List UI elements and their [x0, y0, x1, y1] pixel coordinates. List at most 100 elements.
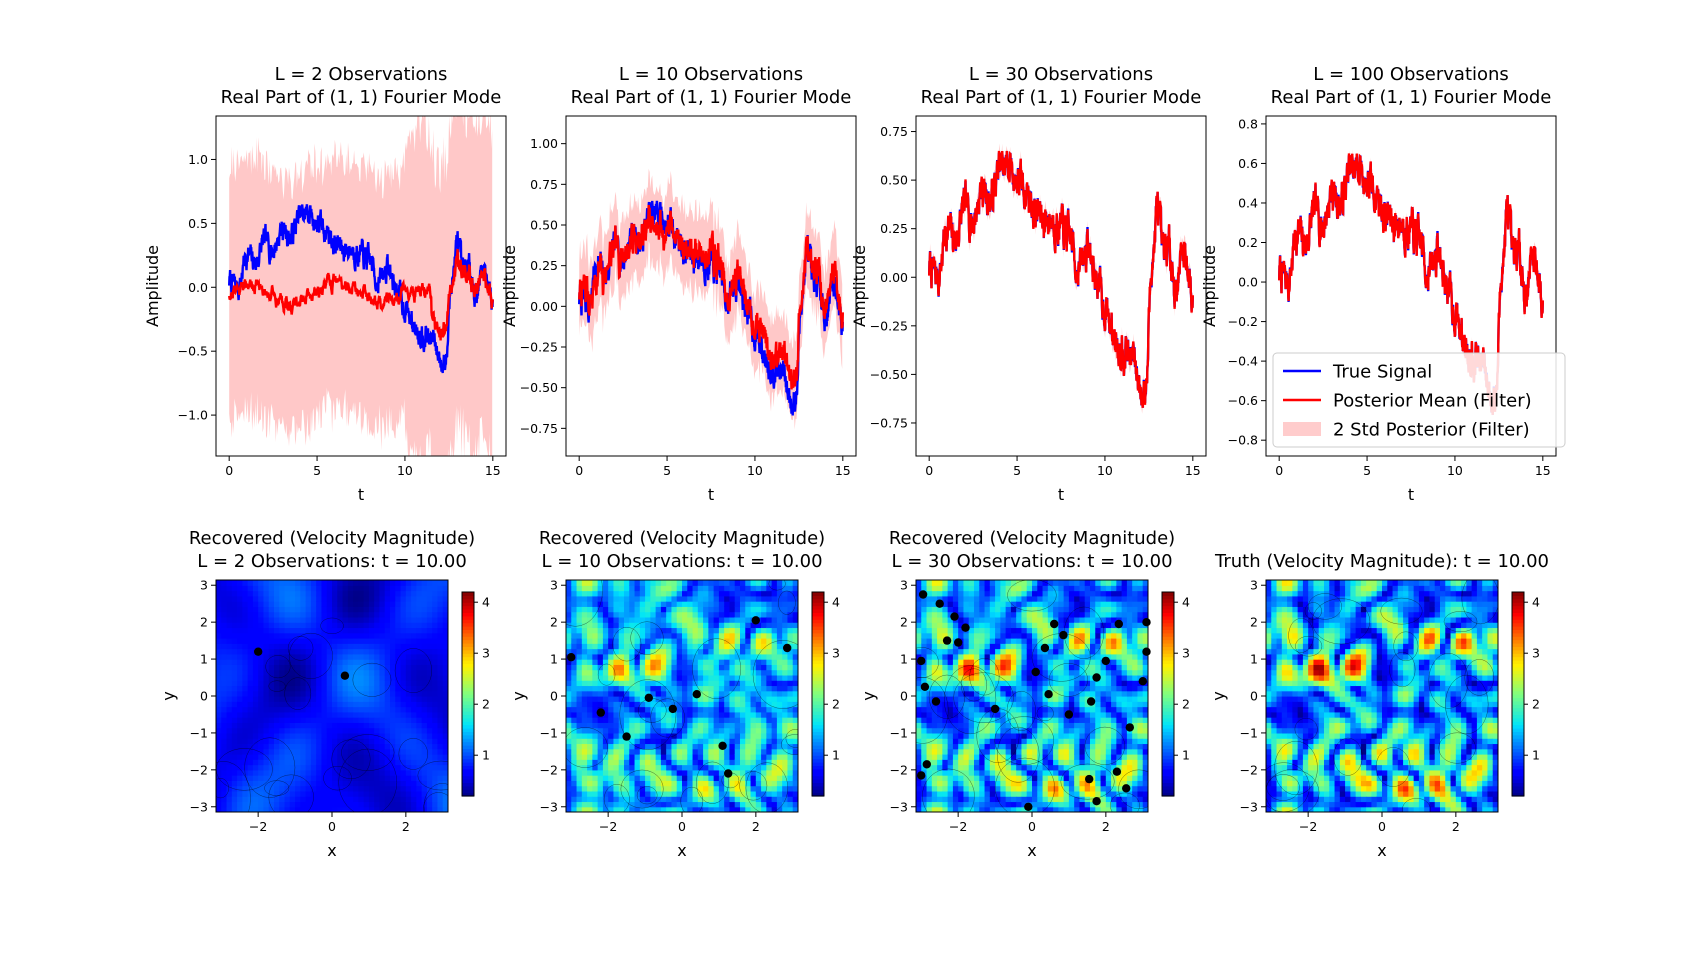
x-axis-label: t	[358, 485, 364, 504]
colorbar-frame	[1511, 591, 1525, 797]
y-tick-label: 2	[1250, 615, 1258, 630]
contour-line	[1048, 663, 1089, 697]
x-tick-label: 15	[1185, 463, 1201, 478]
y-tick-label: −0.5	[178, 344, 208, 359]
colorbar-frame	[461, 591, 475, 797]
y-tick-label: 0	[900, 689, 908, 704]
contour-line	[394, 648, 433, 693]
x-tick-label: 0	[1028, 819, 1036, 834]
contour-line	[320, 617, 344, 634]
contour-line	[284, 677, 312, 710]
y-tick-label: 0.00	[530, 299, 558, 314]
observation-marker	[254, 647, 263, 656]
colorbar-tick-label: 2	[1532, 697, 1540, 712]
contour-line	[1393, 631, 1419, 662]
contour-line	[331, 739, 371, 780]
observation-marker	[990, 704, 1000, 714]
contour-line	[1311, 598, 1371, 645]
y-tick-label: 0.0	[1238, 275, 1258, 290]
contour-line	[619, 679, 677, 751]
legend-label: 2 Std Posterior (Filter)	[1333, 420, 1530, 441]
observation-marker	[1125, 723, 1135, 732]
contour-line	[1438, 732, 1476, 764]
y-axis-label: y	[1209, 691, 1228, 700]
contour-line	[1445, 674, 1489, 735]
observation-marker	[1138, 677, 1148, 686]
y-tick-label: 1.00	[530, 136, 558, 151]
observation-marker	[1112, 767, 1122, 776]
contour-line	[1443, 611, 1478, 633]
observation-marker	[1142, 618, 1151, 627]
chart-title: Truth (Velocity Magnitude): t = 10.00	[1214, 551, 1549, 572]
y-tick-label: 3	[550, 578, 558, 593]
contour-line	[1333, 737, 1363, 776]
contour-line	[969, 657, 1000, 696]
y-tick-label: −1	[190, 725, 208, 740]
observation-marker	[1031, 667, 1040, 677]
y-tick-label: 0.0	[188, 280, 208, 295]
contour-line	[696, 761, 729, 804]
contour-line	[323, 765, 352, 791]
observation-marker	[1024, 802, 1033, 811]
x-axis-label: x	[1027, 841, 1036, 860]
contour-line	[398, 738, 428, 770]
x-axis-label: x	[677, 841, 686, 860]
observation-marker	[1114, 619, 1124, 629]
y-tick-label: 2	[550, 615, 558, 630]
observation-marker	[622, 732, 631, 741]
observation-marker	[1044, 690, 1053, 699]
y-tick-label: −0.50	[520, 380, 558, 395]
observation-marker	[1092, 673, 1101, 682]
contour-line	[1389, 651, 1416, 688]
contour-line	[1375, 747, 1411, 787]
contour-line	[287, 636, 314, 661]
contour-line	[745, 762, 789, 812]
x-tick-label: 10	[397, 463, 413, 478]
colorbar-tick-label: 4	[1532, 595, 1540, 610]
y-axis-label: Amplitude	[500, 245, 519, 327]
x-tick-label: 0	[225, 463, 233, 478]
heatmap-panel-4: −2 0 2 −3 −2 −1 0 1 2 3 x y Truth (Velocity Magnitud…	[1209, 551, 1549, 860]
axes-frame	[915, 115, 1207, 457]
contour-line	[768, 580, 786, 591]
x-tick-label: 0	[678, 819, 686, 834]
colorbar: 1 2 3 4	[811, 591, 840, 797]
x-tick-label: 10	[1097, 463, 1113, 478]
y-tick-label: −3	[1240, 799, 1258, 814]
y-tick-label: 0.00	[880, 270, 908, 285]
observation-marker	[931, 697, 941, 706]
contour-line	[1428, 653, 1469, 709]
contour-line	[752, 640, 798, 709]
contour-line	[338, 748, 398, 812]
y-tick-label: −1.0	[178, 408, 208, 423]
y-tick-label: −2	[540, 762, 558, 777]
y-tick-label: 2	[200, 615, 208, 630]
y-axis-label: Amplitude	[1200, 245, 1219, 327]
contour-line	[1007, 580, 1057, 612]
x-tick-label: 2	[402, 819, 410, 834]
contour-line	[417, 760, 448, 791]
chart-subtitle: Real Part of (1, 1) Fourier Mode	[571, 87, 852, 108]
y-tick-label: 1	[200, 652, 208, 667]
x-axis-label: t	[1058, 485, 1064, 504]
x-tick-label: 10	[1447, 463, 1463, 478]
axes-frame	[215, 115, 507, 457]
contour-line	[268, 680, 286, 692]
observation-marker	[950, 612, 959, 621]
y-tick-label: −1	[540, 725, 558, 740]
colorbar-tick-label: 1	[1182, 748, 1190, 763]
contour-line	[778, 590, 796, 615]
velocity-field-image	[1266, 580, 1498, 812]
colorbar-frame	[1161, 591, 1175, 797]
x-tick-label: 15	[1535, 463, 1551, 478]
x-axis-label: x	[327, 841, 336, 860]
x-tick-label: 5	[1363, 463, 1371, 478]
chart-subtitle: Real Part of (1, 1) Fourier Mode	[921, 87, 1202, 108]
y-axis-label: y	[859, 691, 878, 700]
y-tick-label: −0.75	[870, 415, 908, 430]
y-tick-label: 0.6	[1238, 156, 1258, 171]
y-tick-label: 0.8	[1238, 116, 1258, 131]
y-axis-label: y	[159, 691, 178, 700]
observation-marker	[1059, 630, 1068, 640]
contour-line	[1464, 659, 1495, 696]
